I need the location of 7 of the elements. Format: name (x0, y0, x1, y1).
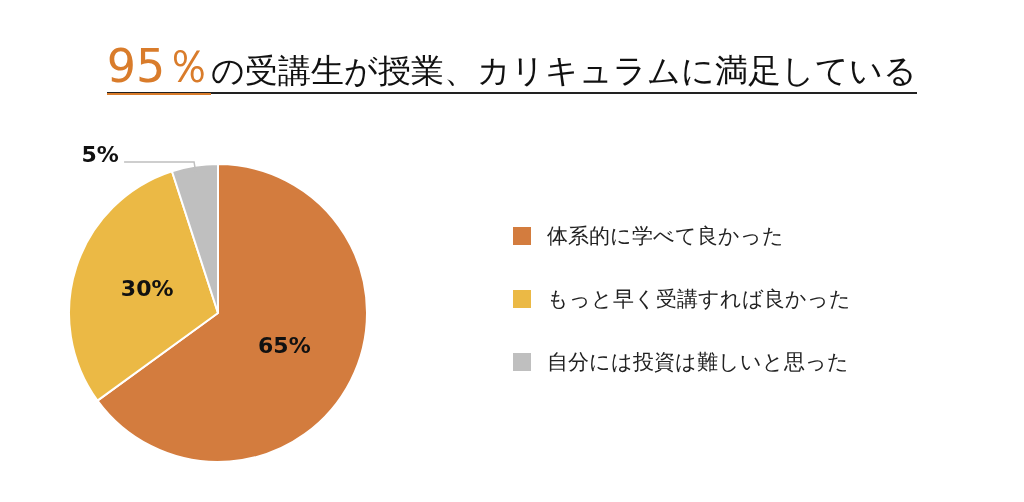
data-label: 5% (81, 141, 119, 167)
legend-label: 自分には投資は難しいと思った (547, 349, 849, 376)
data-label: 65% (258, 332, 311, 358)
data-label: 30% (120, 275, 174, 301)
legend-label: 体系的に学べて良かった (547, 223, 784, 250)
chart-title: 95％の受講生が授業、カリキュラムに満足している (106, 39, 918, 95)
legend-label: もっと早く受講すれば良かった (547, 286, 851, 313)
